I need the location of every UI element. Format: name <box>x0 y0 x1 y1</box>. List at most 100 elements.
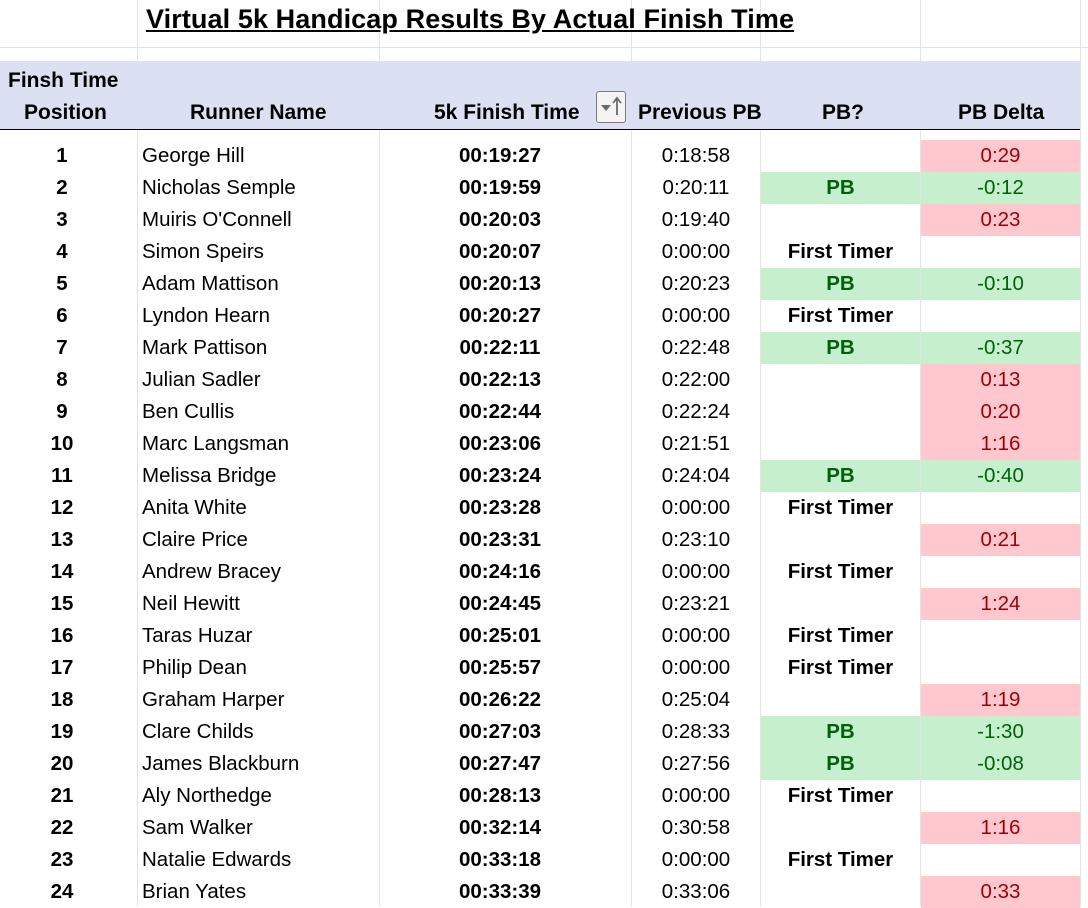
cell-pb-flag[interactable]: First Timer <box>787 656 894 679</box>
table-row[interactable]: 9 Ben Cullis 00:22:44 0:22:24 0:20 <box>0 396 1088 428</box>
table-row[interactable]: 18 Graham Harper 00:26:22 0:25:04 1:19 <box>0 684 1088 716</box>
cell-pb-delta[interactable] <box>921 492 1080 524</box>
cell-previous-pb[interactable]: 0:00:00 <box>661 304 731 327</box>
cell-pb-flag[interactable] <box>761 588 920 620</box>
cell-previous-pb[interactable]: 0:21:51 <box>661 432 731 455</box>
cell-previous-pb[interactable]: 0:18:58 <box>661 144 731 167</box>
cell-pb-delta[interactable]: -0:40 <box>921 460 1080 492</box>
cell-finish-time[interactable]: 00:28:13 <box>458 784 542 807</box>
header-pb-flag[interactable]: PB? <box>822 101 864 124</box>
cell-runner-name[interactable]: Mark Pattison <box>142 336 268 359</box>
table-row[interactable]: 12 Anita White 00:23:28 0:00:00 First Timer <box>0 492 1088 524</box>
cell-pb-flag[interactable]: PB <box>761 460 920 492</box>
cell-runner-name[interactable]: Julian Sadler <box>142 368 261 391</box>
cell-pb-delta[interactable]: 1:19 <box>921 684 1080 716</box>
cell-runner-name[interactable]: Clare Childs <box>142 720 254 743</box>
cell-position[interactable]: 5 <box>56 272 68 295</box>
cell-pb-delta[interactable]: 1:16 <box>921 428 1080 460</box>
cell-runner-name[interactable]: Natalie Edwards <box>142 848 292 871</box>
cell-finish-time[interactable]: 00:23:06 <box>458 432 542 455</box>
table-row[interactable]: 13 Claire Price 00:23:31 0:23:10 0:21 <box>0 524 1088 556</box>
cell-pb-delta[interactable] <box>921 780 1080 812</box>
cell-position[interactable]: 9 <box>56 400 68 423</box>
cell-pb-flag[interactable] <box>761 428 920 460</box>
cell-previous-pb[interactable]: 0:24:04 <box>661 464 731 487</box>
cell-previous-pb[interactable]: 0:23:10 <box>661 528 731 551</box>
table-row[interactable]: 6 Lyndon Hearn 00:20:27 0:00:00 First Timer <box>0 300 1088 332</box>
table-row[interactable]: 7 Mark Pattison 00:22:11 0:22:48 PB -0:37 <box>0 332 1088 364</box>
cell-previous-pb[interactable]: 0:28:33 <box>661 720 731 743</box>
cell-position[interactable]: 24 <box>50 880 74 903</box>
cell-pb-flag[interactable] <box>761 524 920 556</box>
cell-previous-pb[interactable]: 0:22:24 <box>661 400 731 423</box>
cell-pb-flag[interactable]: PB <box>761 268 920 300</box>
cell-previous-pb[interactable]: 0:20:23 <box>661 272 731 295</box>
cell-position[interactable]: 8 <box>56 368 68 391</box>
cell-runner-name[interactable]: Philip Dean <box>142 656 247 679</box>
cell-finish-time[interactable]: 00:23:31 <box>458 528 542 551</box>
table-row[interactable]: 8 Julian Sadler 00:22:13 0:22:00 0:13 <box>0 364 1088 396</box>
cell-runner-name[interactable]: Neil Hewitt <box>142 592 240 615</box>
cell-pb-flag[interactable]: PB <box>761 716 920 748</box>
cell-position[interactable]: 4 <box>56 240 68 263</box>
table-row[interactable]: 3 Muiris O'Connell 00:20:03 0:19:40 0:23 <box>0 204 1088 236</box>
cell-pb-delta[interactable]: 1:16 <box>921 812 1080 844</box>
cell-previous-pb[interactable]: 0:30:58 <box>661 816 731 839</box>
cell-pb-flag[interactable] <box>761 364 920 396</box>
cell-runner-name[interactable]: Sam Walker <box>142 816 253 839</box>
cell-finish-time[interactable]: 00:19:59 <box>458 176 542 199</box>
cell-finish-time[interactable]: 00:25:01 <box>458 624 542 647</box>
cell-finish-time[interactable]: 00:20:03 <box>458 208 542 231</box>
cell-runner-name[interactable]: Aly Northedge <box>142 784 272 807</box>
cell-runner-name[interactable]: Ben Cullis <box>142 400 235 423</box>
cell-position[interactable]: 13 <box>50 528 74 551</box>
cell-previous-pb[interactable]: 0:00:00 <box>661 496 731 519</box>
cell-finish-time[interactable]: 00:33:39 <box>458 880 542 903</box>
cell-pb-delta[interactable] <box>921 236 1080 268</box>
cell-finish-time[interactable]: 00:24:45 <box>458 592 542 615</box>
cell-previous-pb[interactable]: 0:00:00 <box>661 848 731 871</box>
header-pb-delta[interactable]: PB Delta <box>958 101 1045 124</box>
cell-position[interactable]: 3 <box>56 208 68 231</box>
cell-runner-name[interactable]: Brian Yates <box>142 880 247 903</box>
cell-finish-time[interactable]: 00:19:27 <box>458 144 542 167</box>
cell-runner-name[interactable]: Adam Mattison <box>142 272 279 295</box>
cell-pb-flag[interactable] <box>761 140 920 172</box>
cell-runner-name[interactable]: Melissa Bridge <box>142 464 277 487</box>
table-row[interactable]: 16 Taras Huzar 00:25:01 0:00:00 First Timer <box>0 620 1088 652</box>
cell-runner-name[interactable]: Taras Huzar <box>142 624 253 647</box>
cell-pb-delta[interactable]: 0:23 <box>921 204 1080 236</box>
header-finish-time[interactable]: 5k Finish Time <box>434 101 580 124</box>
cell-position[interactable]: 7 <box>56 336 68 359</box>
cell-pb-delta[interactable] <box>921 652 1080 684</box>
cell-pb-delta[interactable] <box>921 620 1080 652</box>
cell-finish-time[interactable]: 00:33:18 <box>458 848 542 871</box>
table-row[interactable]: 23 Natalie Edwards 00:33:18 0:00:00 First Ti… <box>0 844 1088 876</box>
cell-finish-time[interactable]: 00:22:11 <box>459 336 541 359</box>
cell-position[interactable]: 11 <box>51 464 73 487</box>
cell-pb-flag[interactable]: First Timer <box>787 848 894 871</box>
cell-pb-flag[interactable]: PB <box>761 332 920 364</box>
cell-finish-time[interactable]: 00:32:14 <box>458 816 542 839</box>
cell-pb-delta[interactable]: 0:20 <box>921 396 1080 428</box>
cell-previous-pb[interactable]: 0:27:56 <box>661 752 731 775</box>
cell-finish-time[interactable]: 00:23:24 <box>458 464 542 487</box>
cell-position[interactable]: 20 <box>50 752 74 775</box>
cell-pb-delta[interactable]: 0:33 <box>921 876 1080 908</box>
table-row[interactable]: 17 Philip Dean 00:25:57 0:00:00 First Timer <box>0 652 1088 684</box>
table-row[interactable]: 20 James Blackburn 00:27:47 0:27:56 PB -0:08 <box>0 748 1088 780</box>
cell-previous-pb[interactable]: 0:00:00 <box>661 656 731 679</box>
cell-previous-pb[interactable]: 0:00:00 <box>661 784 731 807</box>
cell-runner-name[interactable]: Anita White <box>142 496 247 519</box>
header-runner-name[interactable]: Runner Name <box>190 101 327 124</box>
cell-runner-name[interactable]: Nicholas Semple <box>142 176 296 199</box>
cell-pb-delta[interactable]: 1:24 <box>921 588 1080 620</box>
cell-previous-pb[interactable]: 0:19:40 <box>661 208 731 231</box>
cell-runner-name[interactable]: Marc Langsman <box>142 432 289 455</box>
table-row[interactable]: 15 Neil Hewitt 00:24:45 0:23:21 1:24 <box>0 588 1088 620</box>
cell-pb-delta[interactable]: 0:13 <box>921 364 1080 396</box>
cell-pb-delta[interactable]: -0:12 <box>921 172 1080 204</box>
cell-finish-time[interactable]: 00:20:13 <box>458 272 542 295</box>
cell-pb-delta[interactable] <box>921 300 1080 332</box>
cell-runner-name[interactable]: Muiris O'Connell <box>142 208 292 231</box>
